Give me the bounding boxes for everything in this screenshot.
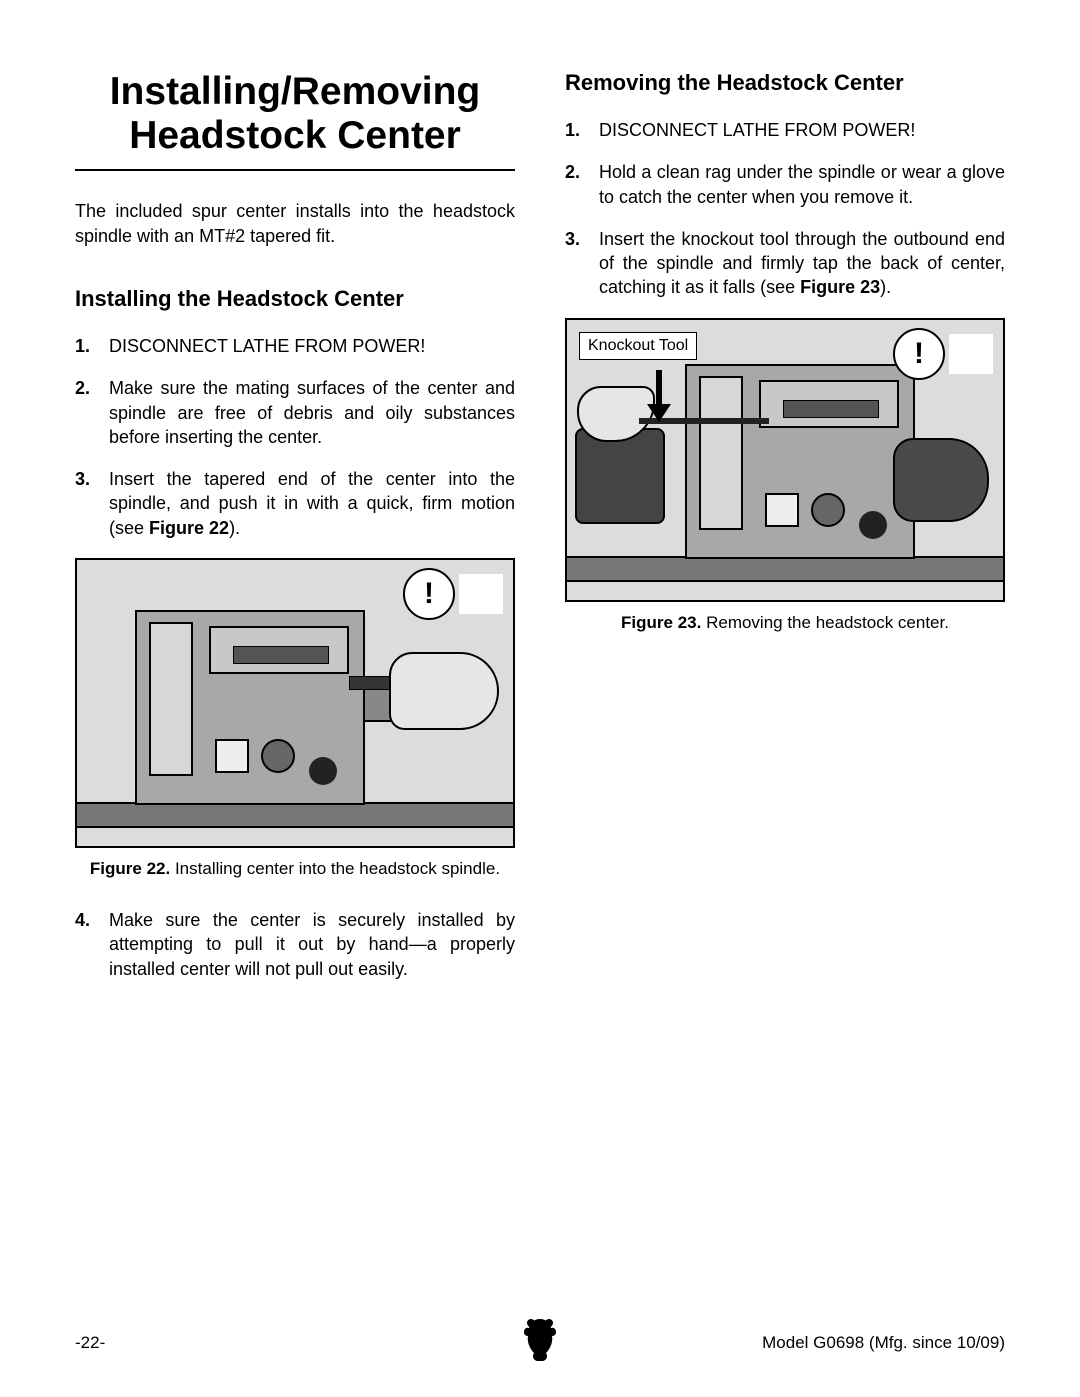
installing-steps: 1. DISCONNECT LATHE FROM POWER! 2. Make … <box>75 334 515 540</box>
page-number: -22- <box>75 1333 105 1353</box>
lathe-headstock <box>685 364 915 559</box>
rpm-readout <box>233 646 329 664</box>
speed-slider <box>149 622 193 776</box>
gloved-hand-icon <box>893 438 989 522</box>
step-text: DISCONNECT LATHE FROM POWER! <box>599 120 915 140</box>
step-number: 3. <box>75 467 90 491</box>
installing-steps-cont: 4. Make sure the center is securely inst… <box>75 908 515 981</box>
switch-box <box>215 739 249 773</box>
figure-22: ! <box>75 558 515 848</box>
step-number: 1. <box>565 118 580 142</box>
lathe-bed-rail <box>567 556 1003 582</box>
figure-22-label: Figure 22. <box>90 859 170 878</box>
figure-23-caption: Figure 23. Removing the headstock center… <box>565 612 1005 634</box>
step-number: 2. <box>75 376 90 400</box>
remove-step-2: 2. Hold a clean rag under the spindle or… <box>565 160 1005 209</box>
install-step-1: 1. DISCONNECT LATHE FROM POWER! <box>75 334 515 358</box>
figure-23: Knockout Tool ! <box>565 318 1005 602</box>
plug-outlet-icon <box>459 574 503 614</box>
rotary-switch <box>811 493 845 527</box>
remove-step-1: 1. DISCONNECT LATHE FROM POWER! <box>565 118 1005 142</box>
figure-23-text: Removing the headstock center. <box>701 613 949 632</box>
speed-slider <box>699 376 743 530</box>
step-tail: ). <box>229 518 240 538</box>
lathe-bed-rail <box>77 802 513 828</box>
figure-23-label: Figure 23. <box>621 613 701 632</box>
disconnect-power-icon: ! <box>893 326 997 382</box>
figure-22-text: Installing center into the headstock spi… <box>170 859 500 878</box>
knockout-tool-label: Knockout Tool <box>579 332 697 360</box>
step-text: Make sure the center is securely install… <box>109 910 515 979</box>
removing-heading: Removing the Headstock Center <box>565 70 1005 96</box>
left-column: Installing/Removing Headstock Center The… <box>75 70 515 1290</box>
rpm-panel <box>759 380 899 428</box>
installing-heading: Installing the Headstock Center <box>75 286 515 312</box>
page-title: Installing/Removing Headstock Center <box>75 70 515 157</box>
plug-outlet-icon <box>949 334 993 374</box>
rpm-panel <box>209 626 349 674</box>
bear-logo-icon <box>516 1313 564 1363</box>
right-column: Removing the Headstock Center 1. DISCONN… <box>565 70 1005 1290</box>
control-knob <box>859 511 887 539</box>
step-number: 4. <box>75 908 90 932</box>
figure-ref: Figure 22 <box>149 518 229 538</box>
alert-circle-icon: ! <box>893 328 945 380</box>
model-info: Model G0698 (Mfg. since 10/09) <box>762 1333 1005 1353</box>
alert-glyph: ! <box>914 337 924 371</box>
install-step-4: 4. Make sure the center is securely inst… <box>75 908 515 981</box>
install-step-2: 2. Make sure the mating surfaces of the … <box>75 376 515 449</box>
rotary-switch <box>261 739 295 773</box>
alert-glyph: ! <box>424 577 434 611</box>
step-number: 2. <box>565 160 580 184</box>
page-columns: Installing/Removing Headstock Center The… <box>75 70 1005 1290</box>
rpm-readout <box>783 400 879 418</box>
step-text: DISCONNECT LATHE FROM POWER! <box>109 336 425 356</box>
removing-steps: 1. DISCONNECT LATHE FROM POWER! 2. Hold … <box>565 118 1005 300</box>
step-number: 3. <box>565 227 580 251</box>
switch-box <box>765 493 799 527</box>
step-tail: ). <box>880 277 891 297</box>
motor-housing <box>575 428 665 524</box>
step-number: 1. <box>75 334 90 358</box>
disconnect-power-icon: ! <box>403 566 507 622</box>
install-step-3: 3. Insert the tapered end of the center … <box>75 467 515 540</box>
figure-22-caption: Figure 22. Installing center into the he… <box>75 858 515 880</box>
step-text: Make sure the mating surfaces of the cen… <box>109 378 515 447</box>
figure-ref: Figure 23 <box>800 277 880 297</box>
lathe-headstock <box>135 610 365 805</box>
remove-step-3: 3. Insert the knockout tool through the … <box>565 227 1005 300</box>
intro-paragraph: The included spur center installs into t… <box>75 199 515 248</box>
alert-circle-icon: ! <box>403 568 455 620</box>
step-text: Hold a clean rag under the spindle or we… <box>599 162 1005 206</box>
control-knob <box>309 757 337 785</box>
title-rule <box>75 169 515 171</box>
hand-icon <box>389 652 499 730</box>
